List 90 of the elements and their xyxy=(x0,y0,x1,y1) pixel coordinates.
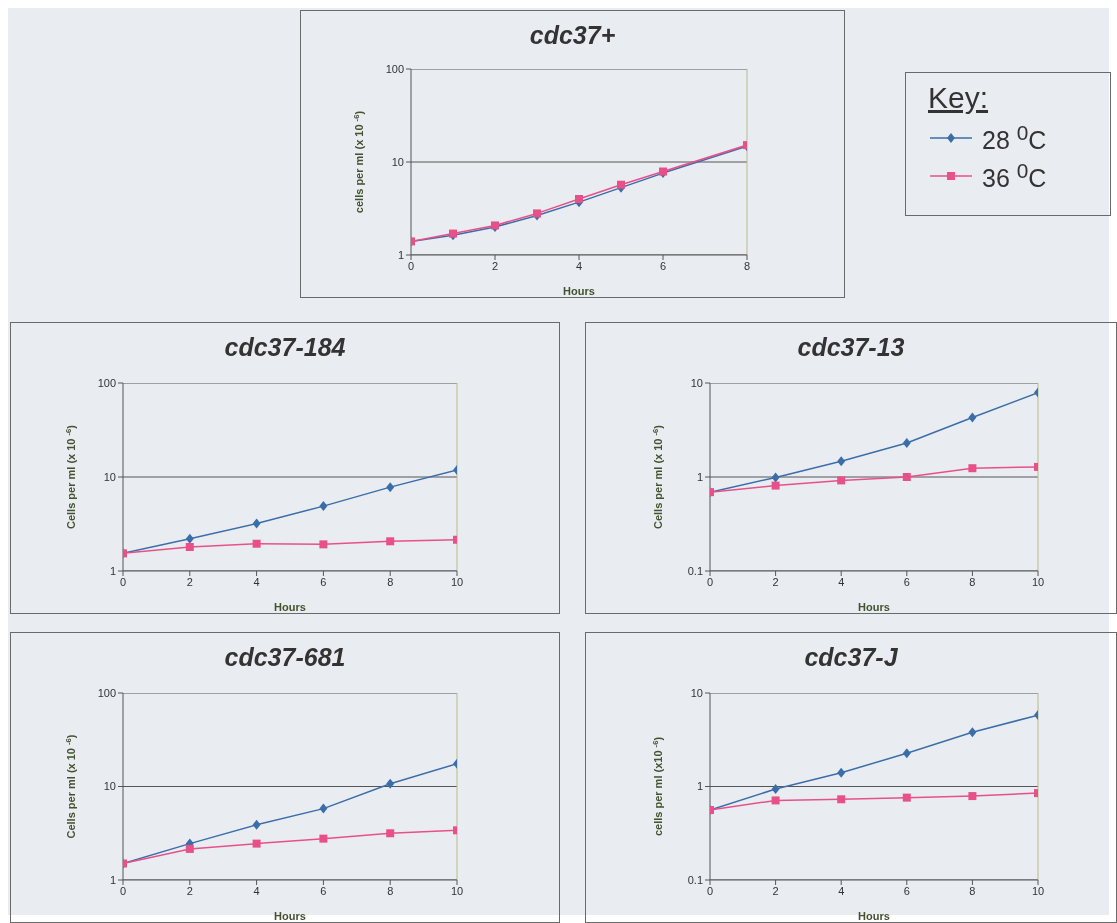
point xyxy=(617,180,625,189)
y-tick-label: 10 xyxy=(391,155,404,168)
point xyxy=(902,438,911,448)
point xyxy=(837,767,846,778)
point xyxy=(902,793,911,802)
x-tick-label: 10 xyxy=(1031,884,1045,897)
x-tick-label: 10 xyxy=(450,884,464,897)
point xyxy=(185,543,194,551)
point xyxy=(252,839,261,848)
legend-label: 36 $^{0}$C xyxy=(982,158,1047,193)
point xyxy=(837,795,846,804)
x-tick-label: 4 xyxy=(838,575,845,588)
point xyxy=(968,412,977,423)
point xyxy=(252,819,261,830)
chart-title: cdc37-184 xyxy=(223,332,347,363)
y-tick-label: 1 xyxy=(696,470,703,483)
y-tick-label: 10 xyxy=(103,470,116,483)
point xyxy=(319,834,328,843)
x-tick-label: 6 xyxy=(659,259,667,272)
x-tick-label: 2 xyxy=(186,884,193,897)
x-tick-label: 4 xyxy=(575,259,583,272)
point xyxy=(386,482,395,493)
point xyxy=(968,792,977,801)
y-tick-label: 0.1 xyxy=(687,564,703,577)
x-tick-label: 10 xyxy=(1031,575,1045,588)
point xyxy=(771,481,780,490)
legend-label: 28 $^{0}$C xyxy=(982,120,1047,155)
point xyxy=(319,803,328,814)
point xyxy=(837,476,846,485)
point xyxy=(771,796,780,805)
x-tick-label: 8 xyxy=(969,575,976,588)
point xyxy=(386,778,395,789)
y-tick-label: 10 xyxy=(103,780,116,793)
x-tick-label: 2 xyxy=(491,259,499,272)
y-tick-label: 100 xyxy=(97,376,116,389)
chart-title: cdc37-J xyxy=(803,642,899,673)
chart-title: cdc37-13 xyxy=(796,332,906,363)
x-tick-label: 0 xyxy=(407,259,415,272)
x-tick-label: 6 xyxy=(903,884,910,897)
point xyxy=(902,748,911,759)
y-tick-label: 100 xyxy=(385,62,404,75)
x-tick-label: 6 xyxy=(903,575,910,588)
x-tick-label: 4 xyxy=(838,884,845,897)
point xyxy=(319,501,328,512)
point xyxy=(837,456,846,467)
chart-title: cdc37-681 xyxy=(223,642,347,673)
x-tick-label: 8 xyxy=(743,259,751,272)
point xyxy=(968,727,977,738)
y-tick-label: 1 xyxy=(397,248,404,261)
chart-title: cdc37+ xyxy=(528,20,617,51)
y-tick-label: 1 xyxy=(696,780,703,793)
point xyxy=(771,472,780,483)
y-tick-label: 0.1 xyxy=(687,873,703,886)
point xyxy=(252,518,261,529)
point xyxy=(319,540,328,549)
x-tick-label: 4 xyxy=(253,884,260,897)
x-tick-label: 0 xyxy=(119,884,127,897)
x-tick-label: 0 xyxy=(706,575,714,588)
y-tick-label: 100 xyxy=(97,686,116,699)
x-tick-label: 4 xyxy=(253,575,260,588)
x-axis-title: Hours xyxy=(858,601,890,613)
x-axis-title: Hours xyxy=(274,910,306,922)
point xyxy=(968,464,977,473)
point xyxy=(575,195,583,204)
x-tick-label: 2 xyxy=(772,884,779,897)
point xyxy=(252,539,261,548)
legend-title: Key: xyxy=(928,81,990,115)
point xyxy=(902,473,911,481)
x-tick-label: 2 xyxy=(186,575,193,588)
x-tick-label: 10 xyxy=(450,575,464,588)
x-tick-label: 6 xyxy=(320,884,327,897)
x-axis-title: Hours xyxy=(274,601,306,613)
point xyxy=(185,844,194,853)
y-tick-label: 1 xyxy=(109,564,116,577)
x-tick-label: 8 xyxy=(969,884,976,897)
x-tick-label: 6 xyxy=(320,575,327,588)
point xyxy=(771,784,780,795)
x-tick-label: 0 xyxy=(119,575,127,588)
y-tick-label: 10 xyxy=(690,376,703,389)
y-tick-label: 10 xyxy=(690,686,703,699)
x-tick-label: 8 xyxy=(387,575,394,588)
y-tick-label: 1 xyxy=(109,873,116,886)
point xyxy=(386,829,395,838)
x-axis-title: Hours xyxy=(563,285,595,297)
point xyxy=(386,537,395,546)
x-axis-title: Hours xyxy=(858,910,890,922)
x-tick-label: 8 xyxy=(387,884,394,897)
x-tick-label: 0 xyxy=(706,884,714,897)
point xyxy=(185,533,194,544)
x-tick-label: 2 xyxy=(772,575,779,588)
